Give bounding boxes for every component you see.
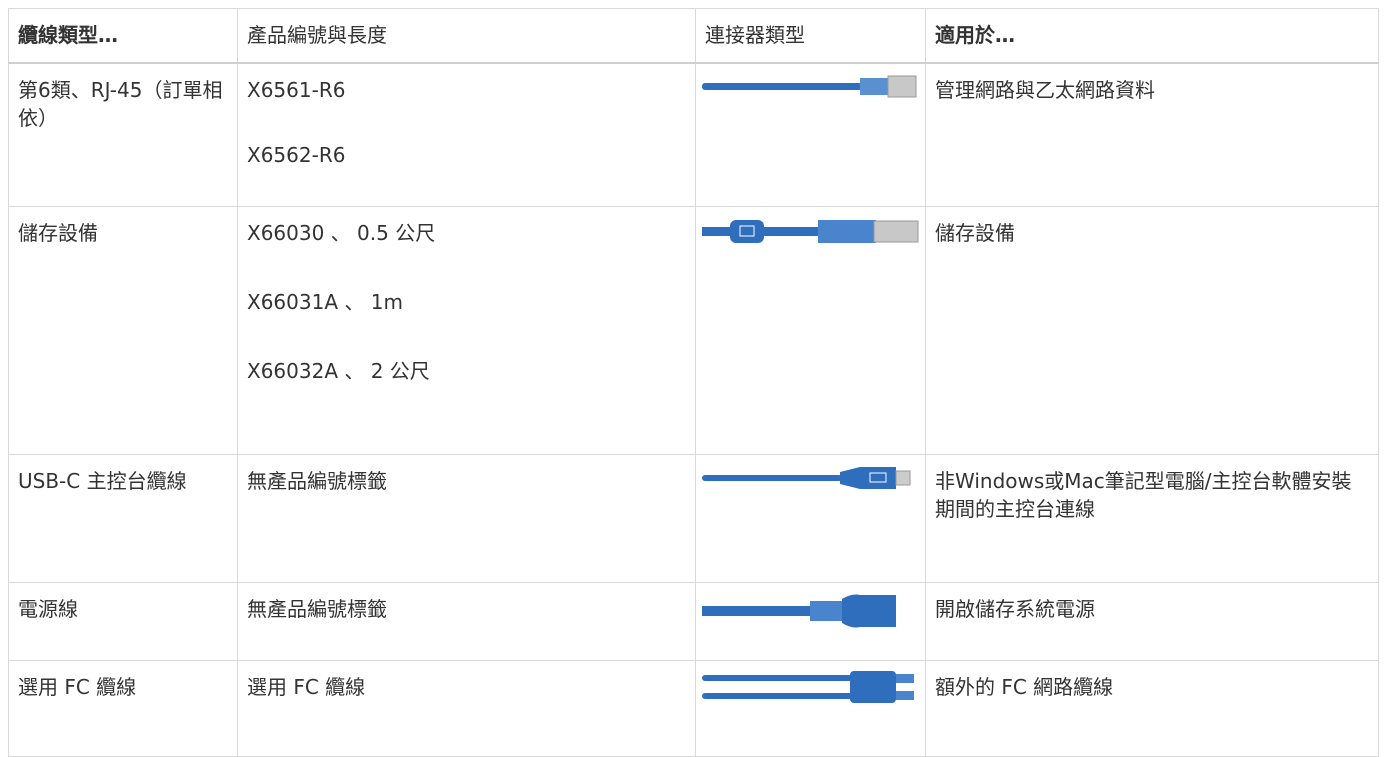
rj45-icon [702,75,917,98]
header-text: 纜線類型… [18,23,118,47]
page: {"table": { "header": ["纜線類型…", "產品編號與長度… [8,8,1379,757]
header-cell: 纜線類型… [8,8,238,64]
header-cell: 適用於… [925,8,1379,64]
cable-table: 纜線類型… 產品編號與長度 連接器類型 適用於… 第6類、RJ-45（訂單相依）… [8,8,1379,757]
header-cell: 產品編號與長度 [237,8,696,64]
part-number: 選用 FC 纜線 [247,675,366,699]
connector [695,206,926,455]
used-for: 儲存設備 [925,206,1379,455]
header-cell: 連接器類型 [695,8,926,64]
part-numbers: X66030 、 0.5 公尺 X66031A 、 1m X66032A 、 2 公… [237,206,696,455]
part-numbers: X6561-R6 X6562-R6 [237,62,696,207]
part-numbers: 無產品編號標籤 [237,454,696,583]
part-number: X66032A 、 2 公尺 [247,359,430,383]
connector [695,582,926,661]
cable-type: 選用 FC 纜線 [8,660,238,757]
row: 第6類、RJ-45（訂單相依） X6561-R6 X6562-R6 管理網路與乙太… [8,62,1379,207]
usb-c-icon [702,467,911,489]
connector [695,660,926,757]
cable-type: USB-C 主控台纜線 [8,454,238,583]
connector [695,454,926,583]
row: USB-C 主控台纜線 無產品編號標籤 非Windows或Mac筆記型電腦/主控… [8,454,1379,583]
row: 儲存設備 X66030 、 0.5 公尺 X66031A 、 1m X66032A … [8,206,1379,455]
power-icon [702,594,896,628]
used-for: 額外的 FC 網路纜線 [925,660,1379,757]
header-text: 適用於… [935,23,1015,47]
cable-type: 電源線 [8,582,238,661]
cable-type: 第6類、RJ-45（訂單相依） [8,62,238,207]
part-number: 無產品編號標籤 [247,597,387,621]
part-number: 無產品編號標籤 [247,469,387,493]
row: 電源線 無產品編號標籤 開啟儲存系統電源 [8,582,1379,661]
cable-type: 儲存設備 [8,206,238,455]
used-for: 管理網路與乙太網路資料 [925,62,1379,207]
connector [695,62,926,207]
storage-icon [702,220,919,243]
part-number: X6562-R6 [247,143,346,167]
used-for: 開啟儲存系統電源 [925,582,1379,661]
part-number: X66030 、 0.5 公尺 [247,221,436,245]
header-row: 纜線類型… 產品編號與長度 連接器類型 適用於… [8,8,1379,64]
part-number: X6561-R6 [247,78,346,102]
used-for: 非Windows或Mac筆記型電腦/主控台軟體安裝期間的主控台連線 [925,454,1379,583]
part-number: X66031A 、 1m [247,290,403,314]
row: 選用 FC 纜線 選用 FC 纜線 額外的 FC 網路纜線 [8,660,1379,757]
part-numbers: 選用 FC 纜線 [237,660,696,757]
part-numbers: 無產品編號標籤 [237,582,696,661]
fc-icon [702,671,914,703]
